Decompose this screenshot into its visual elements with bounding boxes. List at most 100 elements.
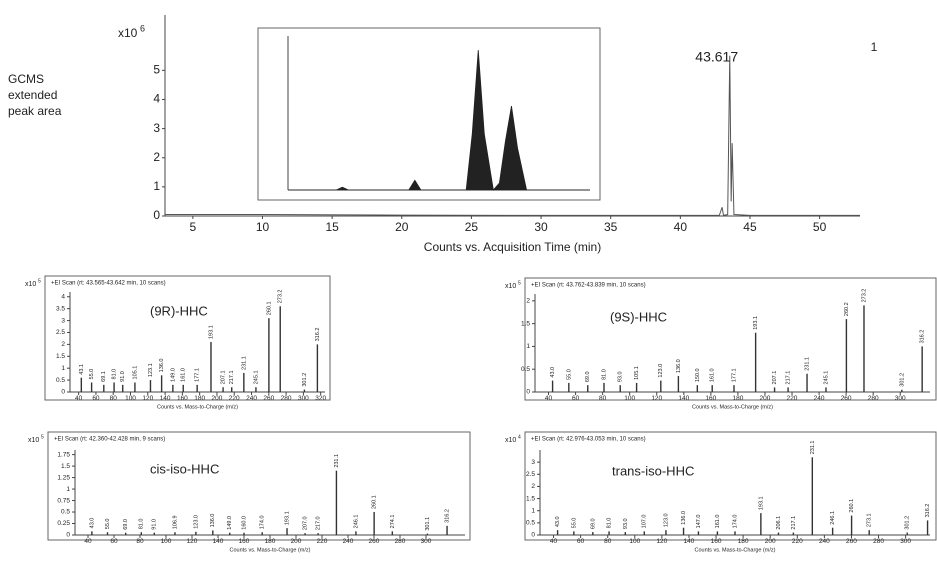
x-tick-label: 280 <box>281 395 292 402</box>
y-tick-label: 0.75 <box>57 497 70 504</box>
peak-label: 105.1 <box>634 366 640 380</box>
spectrum-peak <box>792 532 795 535</box>
spectrum-peak <box>845 319 848 392</box>
y-scale-label: x10 <box>28 437 39 444</box>
peak-label: 105.1 <box>132 366 138 380</box>
spectrum-peak <box>573 531 575 535</box>
x-tick-label: 60 <box>572 395 580 402</box>
spectrum-peak <box>446 525 448 535</box>
peak-label: 55.0 <box>571 518 577 529</box>
x-tick-label: 60 <box>577 538 585 545</box>
peak-label: 161.0 <box>715 515 721 529</box>
y-tick-label: 2 <box>61 341 65 348</box>
x-tick-label: 260 <box>841 395 852 402</box>
y-tick-label: 0 <box>153 208 160 222</box>
peak-label: 316.2 <box>925 504 931 518</box>
spectrum-peak <box>426 533 429 535</box>
spectrum-peak <box>140 532 142 535</box>
y-tick-label: 4 <box>61 293 65 300</box>
peak-label: 217.1 <box>229 370 235 384</box>
y-tick-label: 4 <box>153 92 160 106</box>
spectrum-peak <box>304 533 306 535</box>
y-tick-label: 2 <box>153 150 160 164</box>
x-tick-label: 180 <box>738 538 749 545</box>
x-tick-label: 200 <box>760 395 771 402</box>
peak-label: 207.0 <box>303 516 309 530</box>
x-tick-label: 35 <box>604 220 618 234</box>
peak-label: 123.1 <box>148 363 154 377</box>
spectrum-peak <box>106 532 109 535</box>
x-tick-label: 20 <box>395 220 409 234</box>
spectrum-peak <box>682 527 685 535</box>
x-tick-label: 60 <box>92 395 100 402</box>
peak-label: 123.0 <box>193 515 199 529</box>
x-tick-label: 160 <box>711 538 722 545</box>
peak-label: 136.0 <box>681 511 687 525</box>
peak-label: 55.0 <box>105 519 111 530</box>
peak-label: 147.0 <box>696 515 702 529</box>
x-tick-label: 80 <box>136 538 144 545</box>
panel-frame <box>47 431 471 541</box>
spectrum-peak <box>696 385 699 392</box>
x-tick-label: 80 <box>110 395 118 402</box>
x-tick-label: 140 <box>160 395 171 402</box>
spectrum-peak <box>373 512 375 535</box>
spectrum-peak <box>160 375 163 392</box>
spectrum-peak <box>551 380 554 392</box>
spectrum-peak <box>91 531 93 535</box>
panel-frame <box>44 275 331 401</box>
x-tick-label: 260 <box>846 538 857 545</box>
spectrum-peak <box>222 387 224 392</box>
spectrum-peak <box>592 532 594 535</box>
x-tick-label: 140 <box>684 538 695 545</box>
spectrum-peak <box>773 387 776 392</box>
spectrum-peak <box>391 531 394 535</box>
x-tick-label: 240 <box>246 395 257 402</box>
y-tick-label: 1 <box>153 179 160 193</box>
x-tick-label: 100 <box>629 538 640 545</box>
peak-label: 301.2 <box>905 516 911 530</box>
x-tick-label: 40 <box>674 220 688 234</box>
spectrum-peak <box>624 532 627 535</box>
peak-label: 93.0 <box>618 371 624 382</box>
spectrum-peak <box>660 380 662 392</box>
peak-label: 161.0 <box>710 368 716 382</box>
spectrum-peak <box>103 384 105 392</box>
x-tick-label: 240 <box>814 395 825 402</box>
x-tick-label: 120 <box>651 395 662 402</box>
spectrum-peak <box>926 520 929 535</box>
peak-label: 93.0 <box>623 518 629 529</box>
x-tick-label: 25 <box>465 220 479 234</box>
peak-label: 43.1 <box>79 364 85 375</box>
spectrum-peak <box>90 382 93 392</box>
y-tick-label: 1.5 <box>56 353 65 360</box>
x-tick-label: 100 <box>125 395 136 402</box>
peak-label: 174.0 <box>260 515 266 529</box>
x-tick-label: 5 <box>190 220 197 234</box>
peak-label: 301.2 <box>302 373 308 387</box>
y-scale-exponent: 4 <box>518 434 521 440</box>
peak-label: 246.1 <box>353 515 359 529</box>
spectrum-peak <box>182 384 184 392</box>
peak-label: 193.1 <box>758 496 764 510</box>
x-tick-label: 200 <box>765 538 776 545</box>
spectrum-peak <box>619 385 621 392</box>
peak-label: 301.1 <box>425 517 431 531</box>
x-tick-label: 280 <box>873 538 884 545</box>
peak-label: 107.0 <box>642 515 648 529</box>
x-axis-label: Counts vs. Acquisition Time (min) <box>424 240 601 254</box>
spectrum-peak <box>677 376 680 392</box>
scan-label: +EI Scan (rt: 43.762-43.839 min, 10 scan… <box>531 283 646 289</box>
y-tick-label: 0 <box>61 389 65 396</box>
peak-label: 273.2 <box>861 289 867 303</box>
spectrum-peak <box>906 532 908 535</box>
compound-label: (9S)-HHC <box>610 309 667 324</box>
x-tick-label: 260 <box>263 395 274 402</box>
y-tick-label: 1.25 <box>57 474 70 481</box>
y-tick-label: 0.5 <box>526 520 535 527</box>
spectrum-peak <box>603 382 605 392</box>
y-tick-label: 0.5 <box>56 377 65 384</box>
spectrum-peak <box>811 457 814 535</box>
peak-label: 69.1 <box>101 371 107 382</box>
y-tick-label: 3 <box>531 459 535 466</box>
